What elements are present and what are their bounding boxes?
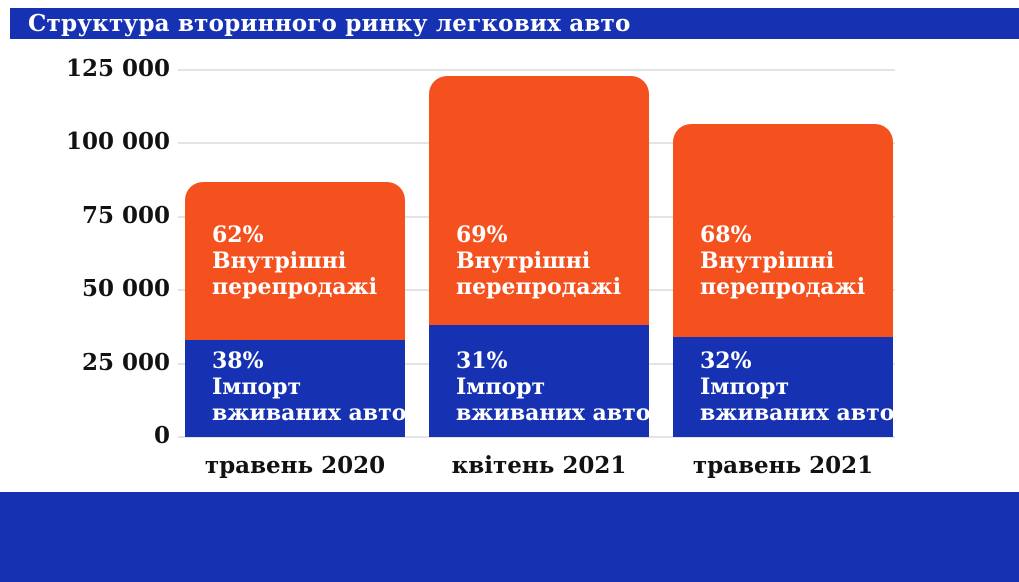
segment-label-internal-resales: 62% Внутрішні перепродажі <box>212 222 377 300</box>
segment-label-line: вживаних авто <box>456 400 651 426</box>
y-axis-tick-label: 25 000 <box>81 348 170 376</box>
x-axis-label: травень 2021 <box>692 452 874 479</box>
segment-label-internal-resales: 69% Внутрішні перепродажі <box>456 222 621 300</box>
bar-column <box>429 75 649 437</box>
segment-label-line: Імпорт <box>456 374 546 400</box>
segment-label-used-imports: 31% Імпорт вживаних авто <box>456 348 650 426</box>
y-axis-tick-label: 0 <box>153 422 170 449</box>
segment-label-line: вживаних авто <box>700 400 895 426</box>
y-axis-tick-label: 100 000 <box>65 128 170 156</box>
title-bar: Структура вторинного ринку легкових авто <box>10 8 1019 39</box>
footer-bar: Інститут досліджень авторинку <box>0 492 1019 582</box>
segment-label-line: 69% <box>456 222 508 248</box>
segment-label-line: 68% <box>700 222 752 248</box>
chart-area: 0 25 000 50 000 75 000 100 000 125 000 62% Внут… <box>65 55 895 479</box>
segment-label-line: перепродажі <box>700 274 866 300</box>
segment-label-line: Внутрішні <box>700 248 835 274</box>
segment-label-used-imports: 38% Імпорт вживаних авто <box>212 348 406 426</box>
x-axis-label: квітень 2021 <box>451 452 627 479</box>
x-axis-label: травень 2020 <box>204 452 386 479</box>
segment-label-line: Імпорт <box>700 374 790 400</box>
segment-label-line: 32% <box>700 348 752 374</box>
bar-segment-internal-resales <box>673 124 893 337</box>
segment-label-line: перепродажі <box>456 274 622 300</box>
segment-label-line: 31% <box>456 348 508 374</box>
segment-label-line: Внутрішні <box>456 248 591 274</box>
segment-label-used-imports: 32% Імпорт вживаних авто <box>700 348 894 426</box>
chart-title: Структура вторинного ринку легкових авто <box>28 10 631 37</box>
segment-label-line: Імпорт <box>212 374 302 400</box>
y-axis-tick-label: 75 000 <box>81 201 170 229</box>
segment-label-line: перепродажі <box>212 274 378 300</box>
bar-segment-internal-resales <box>429 75 649 326</box>
segment-label-line: вживаних авто <box>212 400 407 426</box>
segment-label-line: 62% <box>212 222 264 248</box>
segment-label-line: Внутрішні <box>212 248 347 274</box>
segment-label-line: 38% <box>212 348 264 374</box>
bar-segment-used-imports <box>185 339 405 437</box>
segment-label-internal-resales: 68% Внутрішні перепродажі <box>700 222 865 300</box>
bar-segment-used-imports <box>673 336 893 437</box>
y-axis-tick-label: 50 000 <box>81 275 170 303</box>
gridline <box>178 436 895 438</box>
gridline <box>178 69 895 71</box>
bar-column <box>185 181 405 437</box>
bar-column <box>673 124 893 437</box>
bar-segment-internal-resales <box>185 181 405 340</box>
y-axis-tick-label: 125 000 <box>65 55 170 82</box>
bar-segment-used-imports <box>429 325 649 437</box>
